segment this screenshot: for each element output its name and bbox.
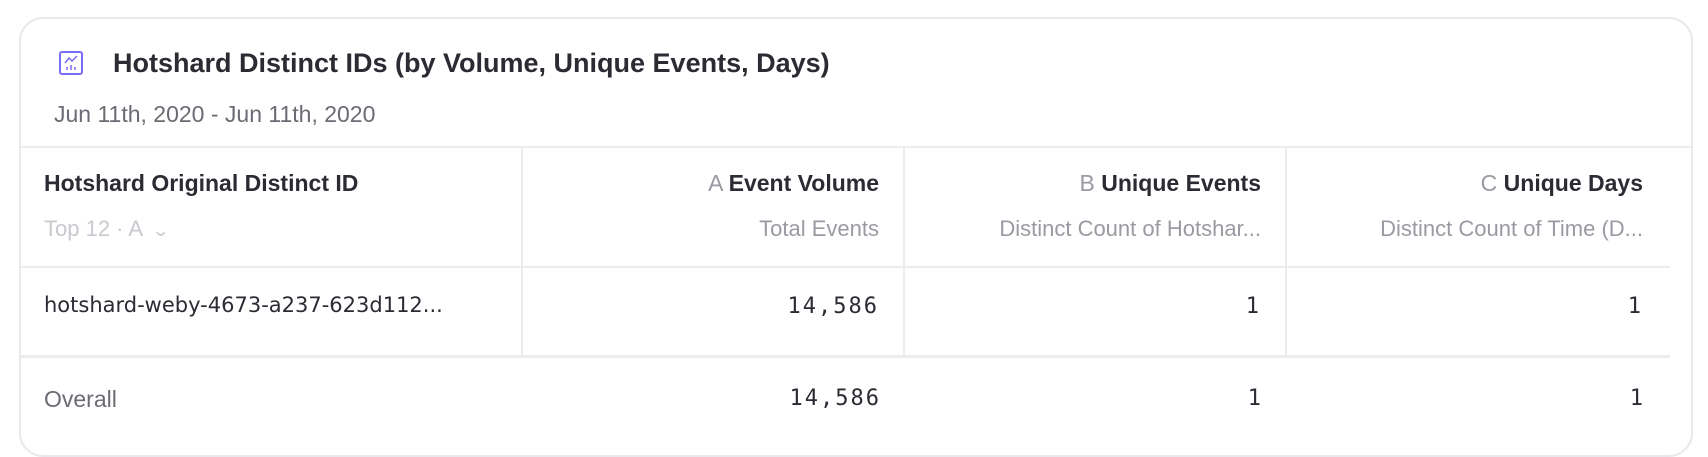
column-letter: A [708,170,723,196]
column-label: Event Volume [728,170,879,196]
event-volume-cell: 14,586 [787,294,879,319]
unique-events-cell: 1 [1245,294,1261,319]
line-chart-icon [59,51,83,75]
chevron-down-icon: ⌄ [151,223,171,240]
divider [521,146,523,356]
group-column-header[interactable]: Hotshard Original Distinct ID [44,170,359,196]
divider [1285,146,1287,356]
column-label: Unique Events [1101,170,1261,196]
column-subtitle: Distinct Count of Hotshar... [999,216,1261,241]
divider [21,146,1691,148]
column-header-a[interactable]: A Event Volume [708,170,879,197]
column-header-c[interactable]: C Unique Days [1481,170,1643,197]
unique-days-cell: 1 [1627,294,1643,319]
divider [903,146,905,356]
top-n-selector-label: Top 12 · A [44,216,142,241]
divider [21,266,1670,268]
top-n-selector[interactable]: Top 12 · A ⌄ [44,216,171,242]
overall-unique-days: 1 [1629,386,1645,411]
report-card: Hotshard Distinct IDs (by Volume, Unique… [19,17,1693,457]
column-letter: C [1480,170,1498,196]
column-subtitle: Total Events [759,216,879,241]
column-header-b[interactable]: B Unique Events [1080,170,1262,197]
divider [21,355,1670,358]
overall-label: Overall [44,386,117,412]
column-subtitle: Distinct Count of Time (D... [1380,216,1643,241]
distinct-id-cell[interactable]: hotshard-weby-4673-a237-623d112... [44,293,443,317]
overall-unique-events: 1 [1247,386,1263,411]
report-title[interactable]: Hotshard Distinct IDs (by Volume, Unique… [113,48,830,78]
column-label: Unique Days [1503,170,1643,196]
overall-event-volume: 14,586 [789,386,881,411]
date-range: Jun 11th, 2020 - Jun 11th, 2020 [54,101,376,127]
column-letter: B [1079,170,1095,196]
